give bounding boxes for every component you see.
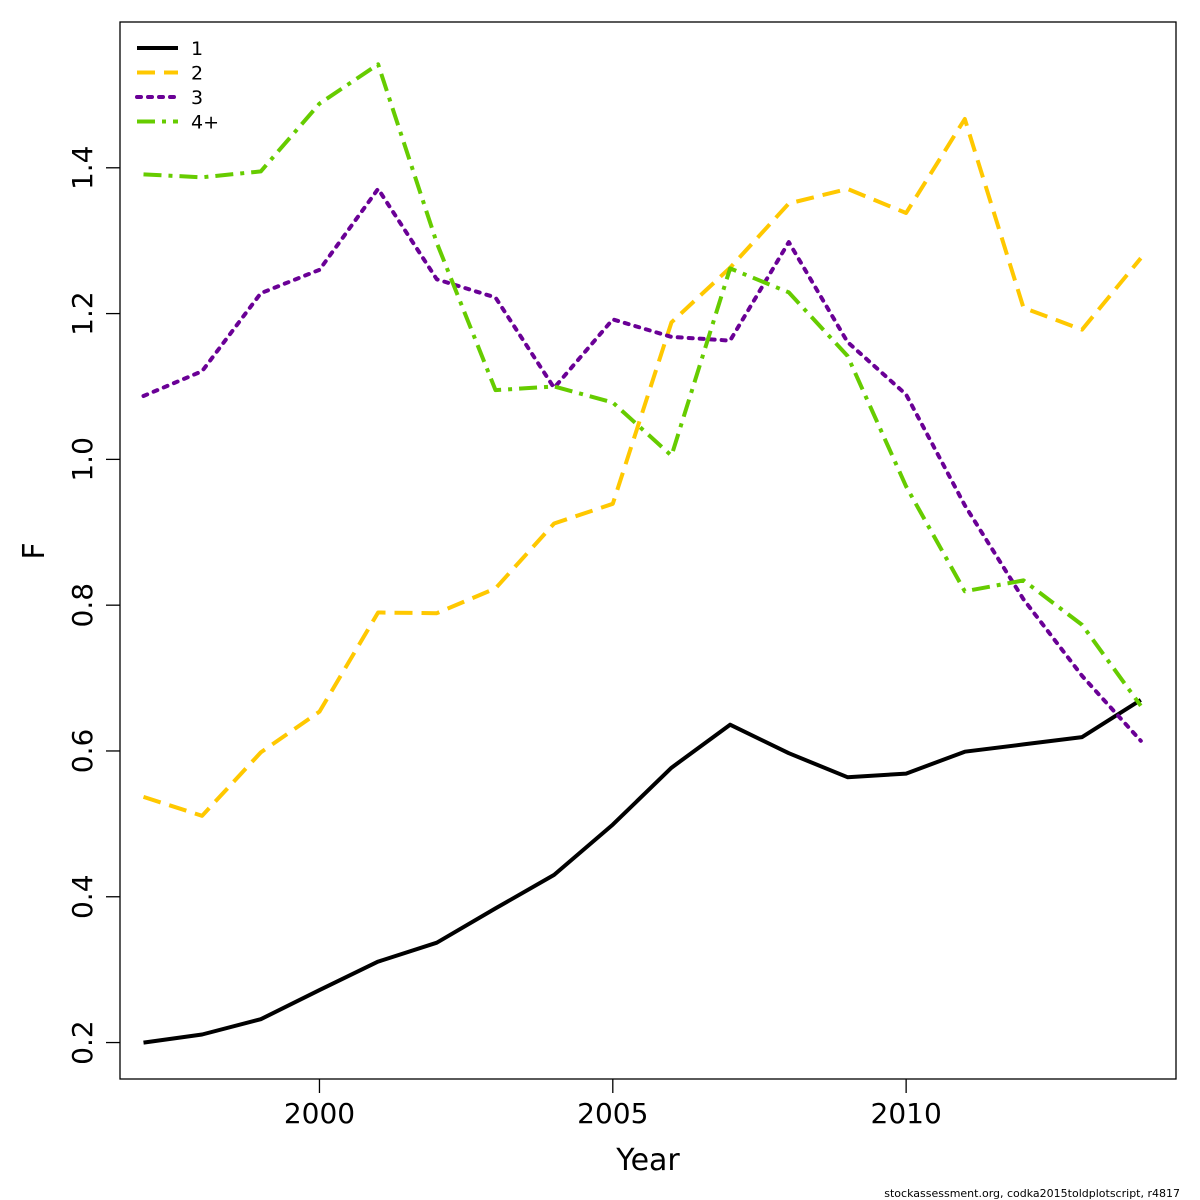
legend-label-1: 1: [191, 38, 203, 60]
legend: 1 23 4+: [135, 38, 219, 134]
plot-frame: [119, 21, 1177, 1080]
y-tick-label: 0.6: [66, 729, 99, 774]
series-line-2: [142, 117, 1143, 818]
y-tick-label: 0.4: [66, 874, 99, 919]
legend-label-4: 4+: [191, 112, 219, 134]
series-layer: [141, 62, 1143, 1045]
y-axis-title: F: [17, 542, 52, 559]
series-line-3: [141, 186, 1143, 743]
x-axis-title: Year: [615, 1143, 680, 1178]
legend-label-3: 3: [191, 87, 203, 109]
x-tick-label: 2000: [284, 1097, 355, 1130]
legend-label-2: 2: [191, 63, 203, 85]
y-tick-label: 1.4: [66, 146, 99, 191]
y-tick-label: 0.8: [66, 583, 99, 628]
footnote: stockassessment.org, codka2015toldplotsc…: [884, 1187, 1180, 1200]
series-line-1: [143, 698, 1142, 1045]
x-axis: 2000 2005 2010: [284, 1079, 942, 1130]
x-tick-label: 2010: [871, 1097, 942, 1130]
y-axis: 0.2 0.4 0.6 0.8 1.0 1.2 1.4: [66, 146, 120, 1065]
y-tick-label: 1.2: [66, 291, 99, 336]
series-line-4: [143, 62, 1143, 707]
y-tick-label: 1.0: [66, 437, 99, 482]
y-tick-label: 0.2: [66, 1020, 99, 1065]
x-tick-label: 2005: [577, 1097, 648, 1130]
